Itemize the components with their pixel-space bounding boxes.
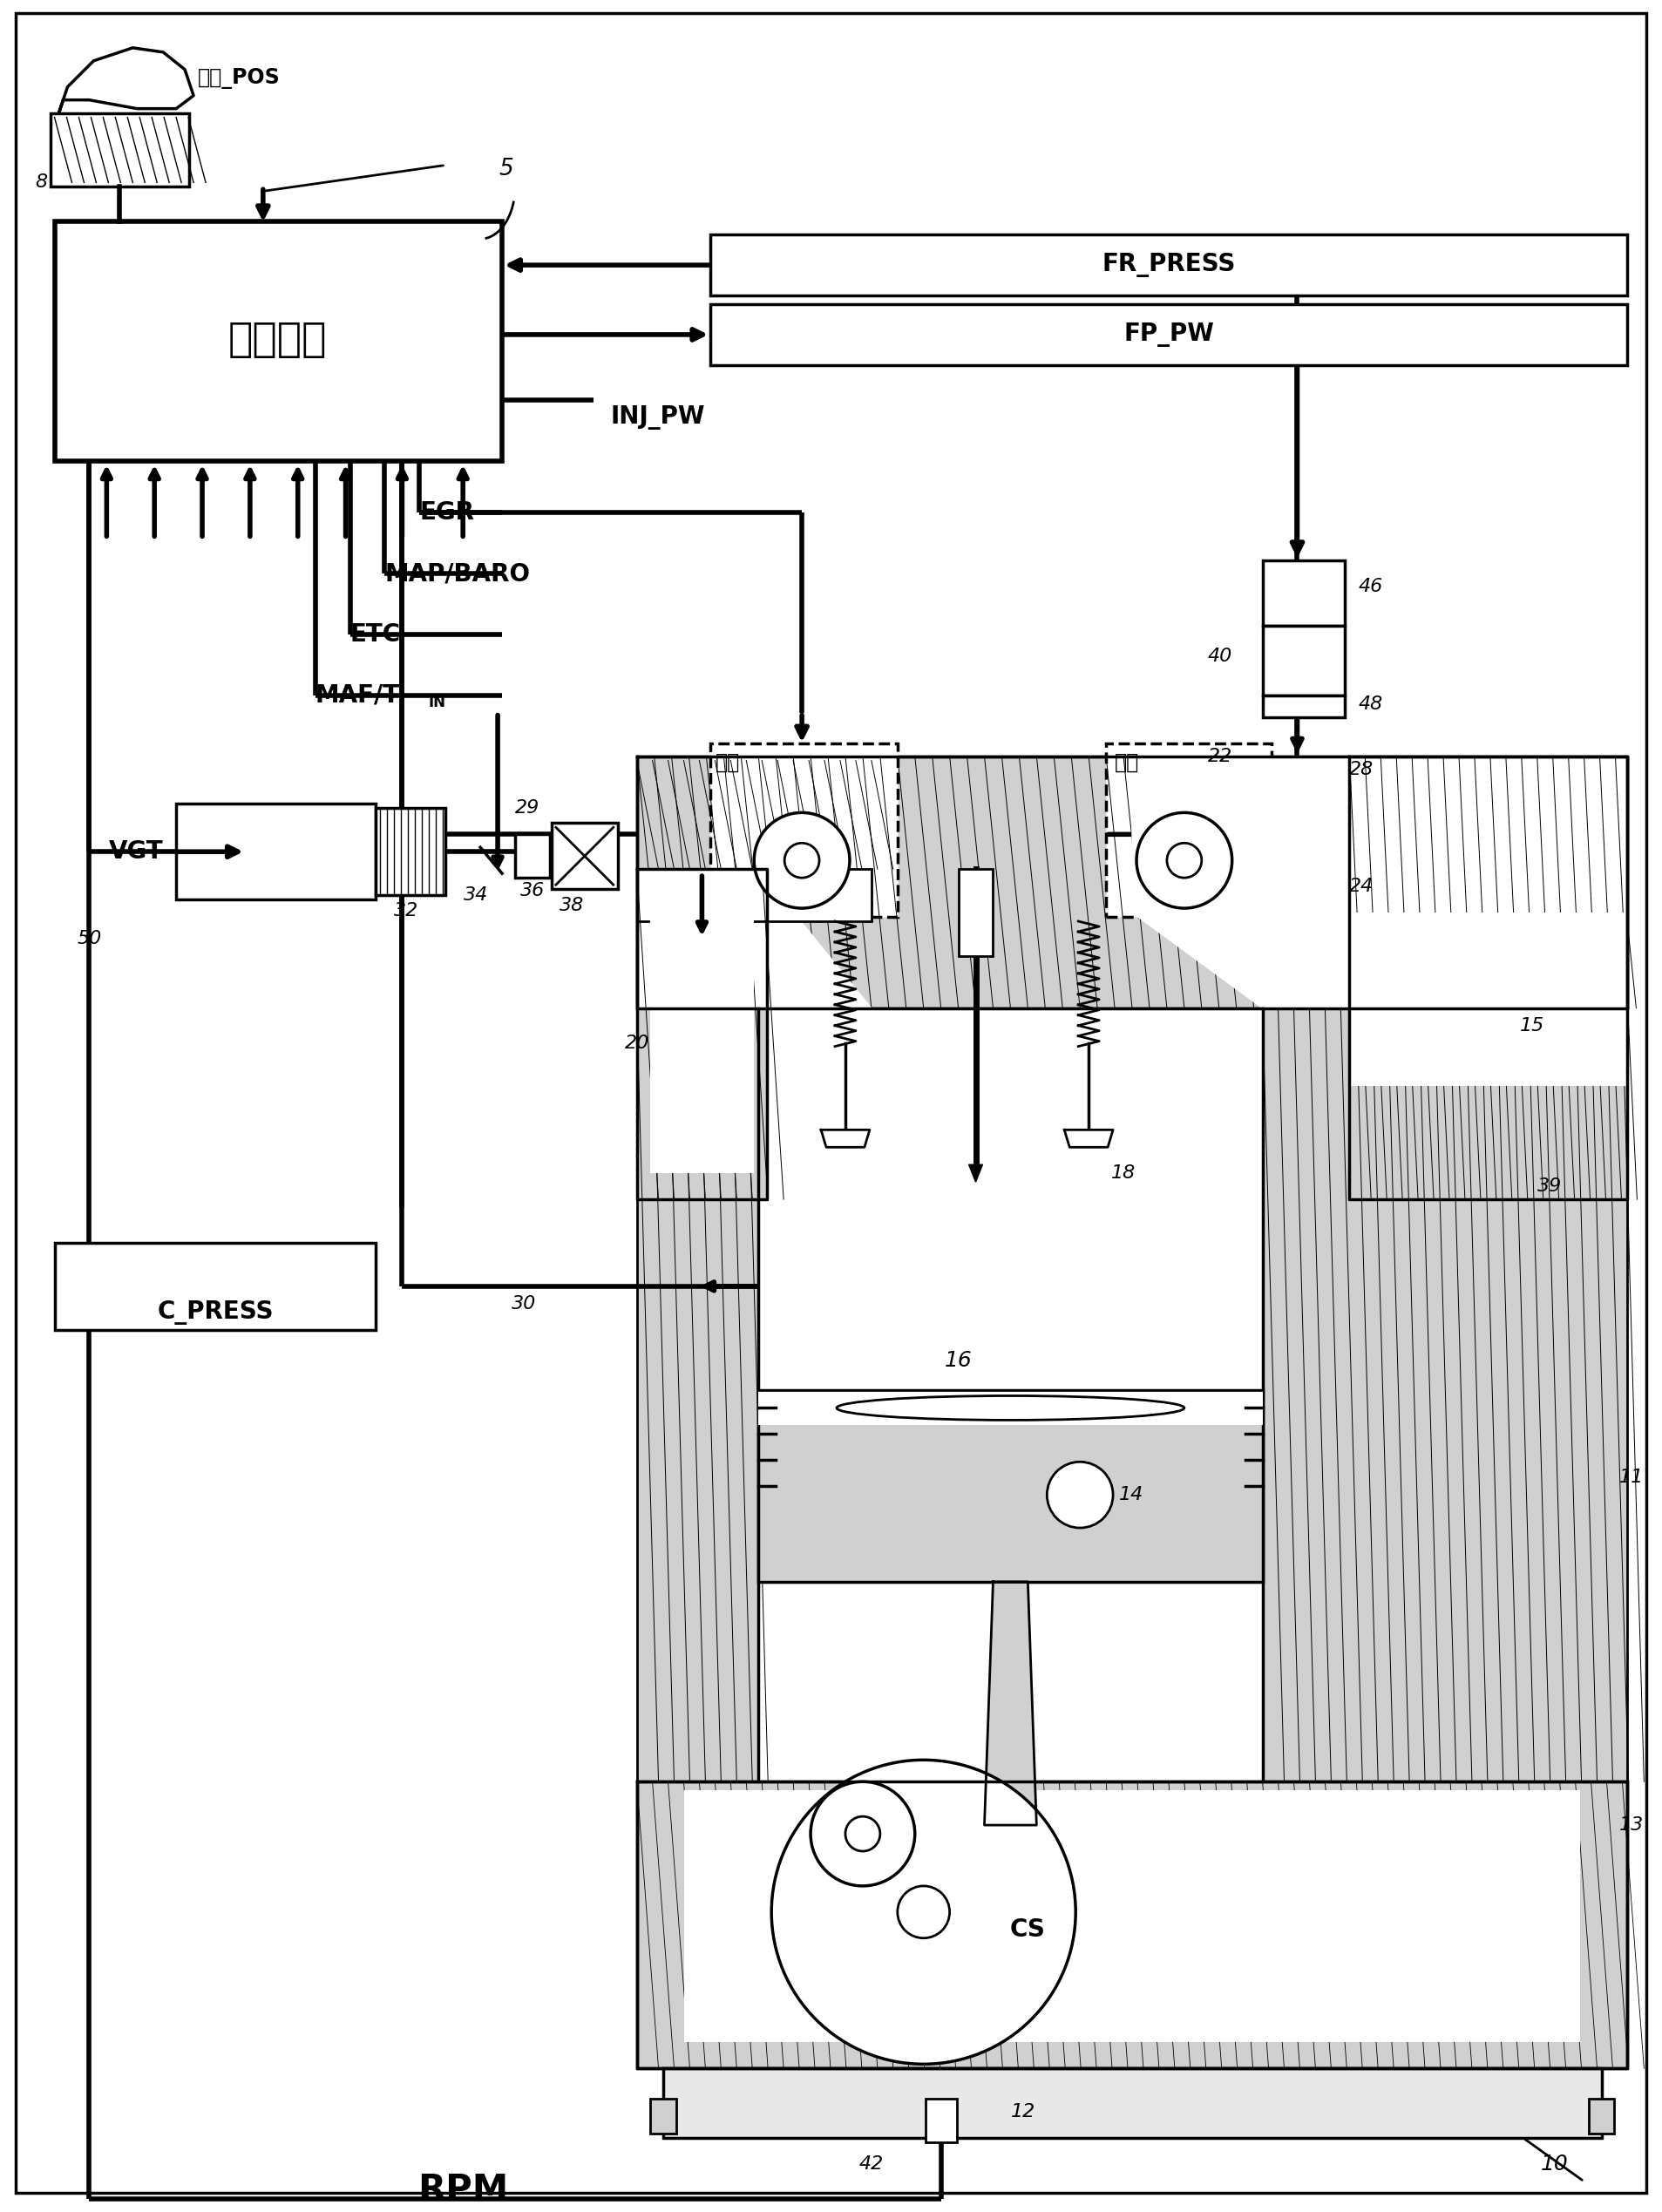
Circle shape — [811, 1781, 914, 1887]
Bar — [1350, 914, 1627, 1086]
Text: INJ_PW: INJ_PW — [610, 405, 705, 429]
Circle shape — [846, 1816, 881, 1851]
Text: 10: 10 — [1541, 2154, 1569, 2174]
Polygon shape — [1132, 757, 1627, 1009]
Text: 30: 30 — [512, 1294, 537, 1312]
Circle shape — [755, 812, 849, 909]
Text: ETC: ETC — [351, 622, 401, 646]
Polygon shape — [1064, 1130, 1114, 1148]
Bar — [758, 1391, 1263, 1582]
Circle shape — [1167, 843, 1202, 878]
Text: 15: 15 — [1519, 1018, 1544, 1035]
Bar — [1263, 626, 1345, 695]
Bar — [637, 1781, 1627, 2068]
Bar — [959, 869, 994, 956]
Text: 42: 42 — [859, 2154, 884, 2172]
Text: 29: 29 — [515, 799, 540, 816]
Text: 13: 13 — [1619, 1816, 1644, 1834]
Bar — [758, 1391, 1263, 1425]
Text: 32: 32 — [394, 902, 419, 920]
Text: 38: 38 — [560, 896, 583, 914]
Circle shape — [784, 843, 819, 878]
Bar — [1350, 757, 1627, 1199]
Text: 18: 18 — [1112, 1164, 1135, 1181]
Bar — [711, 234, 1627, 296]
Text: 20: 20 — [625, 1035, 650, 1051]
Circle shape — [1047, 1462, 1114, 1528]
Bar — [1263, 560, 1345, 626]
Bar — [55, 221, 502, 460]
Text: 12: 12 — [1010, 2104, 1035, 2121]
Text: 16: 16 — [944, 1349, 972, 1371]
Bar — [926, 2099, 957, 2143]
Text: 排气: 排气 — [1115, 752, 1140, 772]
Bar — [711, 743, 897, 918]
Text: 5: 5 — [499, 157, 514, 181]
Text: 控制模块: 控制模块 — [228, 321, 327, 361]
Bar — [1107, 743, 1271, 918]
Bar — [758, 1009, 1263, 1781]
Bar — [711, 305, 1627, 365]
Bar — [637, 757, 1627, 1009]
Text: 39: 39 — [1537, 1177, 1562, 1194]
Circle shape — [1137, 812, 1232, 909]
Text: 50: 50 — [76, 929, 101, 947]
Text: C_PRESS: C_PRESS — [158, 1301, 274, 1325]
Text: FP_PW: FP_PW — [1124, 323, 1215, 347]
Text: 40: 40 — [1208, 648, 1232, 666]
Circle shape — [771, 1761, 1075, 2064]
Text: 8: 8 — [35, 175, 48, 190]
Bar — [176, 803, 376, 900]
Polygon shape — [637, 869, 871, 1009]
Polygon shape — [821, 1130, 869, 1148]
Bar — [376, 807, 445, 896]
Text: 24: 24 — [1350, 878, 1374, 896]
Bar — [650, 2099, 676, 2135]
Text: MAF/T: MAF/T — [316, 684, 401, 708]
Bar — [1263, 695, 1345, 717]
Bar — [552, 823, 618, 889]
Bar — [55, 1243, 376, 1329]
Circle shape — [897, 1887, 949, 1938]
Bar — [685, 1790, 1579, 2042]
Bar — [1589, 2099, 1614, 2135]
Ellipse shape — [836, 1396, 1185, 1420]
Bar — [650, 869, 755, 1172]
Text: 22: 22 — [1208, 748, 1232, 765]
Bar — [515, 834, 550, 878]
Bar — [50, 113, 189, 186]
Polygon shape — [969, 1164, 982, 1181]
Text: 踏板_POS: 踏板_POS — [198, 69, 281, 88]
Text: EGR: EGR — [419, 500, 474, 524]
Polygon shape — [58, 49, 193, 113]
Text: VCP
VLC: VCP VLC — [1165, 823, 1212, 872]
Text: 进气: 进气 — [715, 752, 740, 772]
Bar — [1263, 1009, 1627, 1781]
Text: MAP/BARO: MAP/BARO — [384, 562, 530, 586]
Text: 28: 28 — [1350, 761, 1374, 779]
Text: 36: 36 — [520, 883, 545, 900]
Text: VGT: VGT — [108, 841, 163, 865]
Polygon shape — [854, 1869, 994, 1982]
Text: VCP
VLC: VCP VLC — [781, 823, 828, 872]
Text: 34: 34 — [464, 887, 489, 905]
Text: RPM: RPM — [417, 2172, 509, 2208]
Bar — [637, 1009, 758, 1781]
Text: 46: 46 — [1358, 577, 1383, 595]
Bar — [637, 869, 871, 920]
Text: 11: 11 — [1619, 1469, 1644, 1486]
Text: IN: IN — [429, 695, 445, 710]
Bar — [663, 2068, 1602, 2139]
Text: CS: CS — [1010, 1918, 1045, 1942]
Bar — [637, 869, 768, 1199]
Text: FR_PRESS: FR_PRESS — [1102, 252, 1237, 276]
Polygon shape — [984, 1582, 1037, 1825]
Text: 48: 48 — [1358, 695, 1383, 712]
Text: 14: 14 — [1119, 1486, 1143, 1504]
